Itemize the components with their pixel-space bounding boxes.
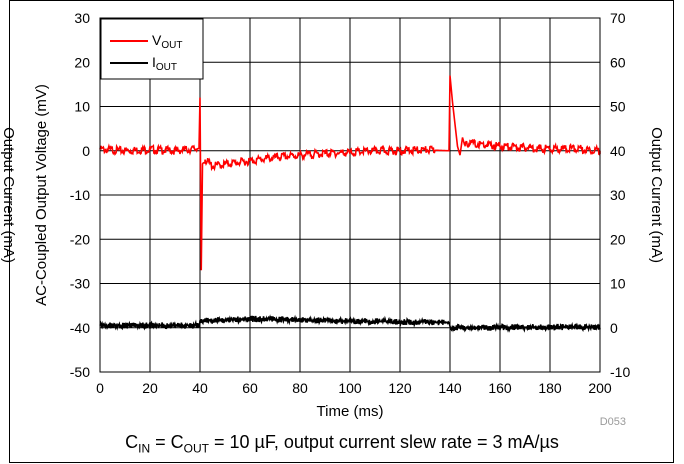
series-line-vout	[99, 75, 601, 271]
x-tick-label: 60	[242, 380, 258, 396]
x-tick-label: 40	[192, 380, 208, 396]
x-tick-label: 0	[96, 380, 104, 396]
y-left-tick-label: -50	[70, 364, 90, 380]
x-tick-label: 100	[338, 380, 362, 396]
y-right-tick-label: 10	[610, 276, 626, 292]
figure-code: D053	[600, 416, 626, 428]
series-line-iout	[99, 314, 601, 333]
plot-border	[99, 17, 601, 373]
y-left-tick-label: 10	[74, 99, 90, 115]
y-left-tick-label: 0	[82, 143, 90, 159]
y-right-tick-label: 50	[610, 99, 626, 115]
y-left-tick-label: -10	[70, 187, 90, 203]
legend-box	[100, 18, 204, 80]
frame-top-border	[10, 0, 673, 1]
legend-entry-vout: VOUT	[152, 32, 182, 51]
x-axis-label: Time (ms)	[317, 403, 384, 420]
y-left-tick-label: 20	[74, 54, 90, 70]
x-tick-label: 160	[488, 380, 512, 396]
series-layer	[99, 75, 601, 333]
x-tick-label: 200	[588, 380, 612, 396]
y-right-tick-label: 0	[610, 320, 618, 336]
y-left-tick-label: -40	[70, 320, 90, 336]
y-right-tick-label: 30	[610, 187, 626, 203]
chart-frame	[9, 0, 674, 463]
legend: VOUT IOUT	[100, 18, 204, 80]
y-left-tick-label: -20	[70, 231, 90, 247]
x-tick-label: 80	[292, 380, 308, 396]
clipped-outer-axis-label: Output Current (mA)	[0, 127, 17, 263]
x-tick-label: 120	[388, 380, 412, 396]
y-right-axis-label: Output Current (mA)	[648, 127, 665, 263]
x-tick-label: 20	[142, 380, 158, 396]
y-left-axis-label: AC-Coupled Output Voltage (mV)	[33, 84, 50, 306]
x-tick-label: 140	[438, 380, 462, 396]
tick-labels: 0 20 40 60 80 100 120 140 160 180 2003020100-10-20…	[70, 10, 631, 396]
y-right-tick-label: 70	[610, 10, 626, 26]
figure-caption: CIN = COUT = 10 µF, output current slew …	[125, 432, 559, 456]
chart: 0 20 40 60 80 100 120 140 160 180 2003020100-10-20…	[0, 10, 665, 428]
y-right-tick-label: 40	[610, 143, 626, 159]
y-right-tick-label: -10	[610, 364, 630, 380]
y-left-tick-label: -30	[70, 276, 90, 292]
y-right-tick-label: 20	[610, 231, 626, 247]
x-tick-label: 180	[538, 380, 562, 396]
y-right-tick-label: 60	[610, 54, 626, 70]
legend-entry-iout: IOUT	[152, 54, 177, 73]
y-left-tick-label: 30	[74, 10, 90, 26]
